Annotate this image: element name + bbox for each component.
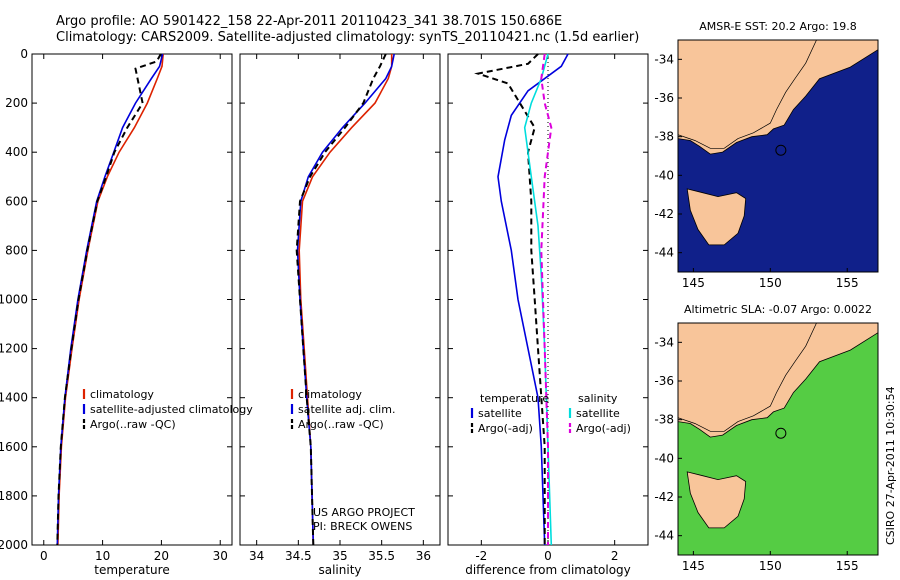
- legend-group-title: salinity: [578, 392, 618, 405]
- y-tick-label: -40: [654, 451, 674, 465]
- credit-project: US ARGO PROJECT: [313, 506, 415, 519]
- legend-label: climatology: [90, 388, 154, 401]
- legend-label: satellite: [576, 407, 620, 420]
- y-tick-label: -34: [654, 335, 674, 349]
- land-mainland: [678, 40, 878, 155]
- y-tick-label: -38: [654, 413, 674, 427]
- map-panel-1: 145 150 155 -34 -36 -38 -40 -42 -44 AMSR-E SST: 2…: [654, 20, 879, 290]
- y-tick-label: 1200: [0, 342, 28, 356]
- plot-frame: [31, 53, 233, 546]
- y-tick-label: 800: [5, 243, 28, 257]
- series-line-salinity-satellite: [523, 53, 553, 546]
- y-tick-label: 600: [5, 194, 28, 208]
- land-mainland: [678, 323, 878, 438]
- series-line-climatology: [57, 53, 164, 546]
- y-tick-label: 1000: [0, 293, 28, 307]
- x-tick-label: 20: [154, 549, 169, 563]
- map-frame: [677, 39, 879, 273]
- legend-label: Argo(-adj): [478, 422, 533, 435]
- legend-label: satellite adj. clim.: [298, 403, 395, 416]
- x-tick-label: 0: [40, 549, 48, 563]
- credit-pi: PI: BRECK OWENS: [313, 520, 412, 533]
- series-line-temperature-satellite: [497, 53, 569, 546]
- x-axis-label: difference from climatology: [465, 563, 631, 577]
- land-tasmania: [686, 188, 747, 246]
- series-line-salinity-argo-adj-: [540, 53, 553, 545]
- map-title: Altimetric SLA: -0.07 Argo: 0.0022: [684, 303, 872, 316]
- y-tick-label: -36: [654, 91, 674, 105]
- plot-frame: [447, 53, 649, 546]
- x-tick-label: 145: [682, 559, 705, 573]
- x-axis-label: temperature: [94, 563, 169, 577]
- x-tick-label: 35: [332, 549, 347, 563]
- y-tick-label: 1400: [0, 391, 28, 405]
- y-tick-label: -42: [654, 490, 674, 504]
- y-tick-label: -34: [654, 52, 674, 66]
- credit-stamp: CSIRO 27-Apr-2011 10:30:54: [884, 386, 897, 545]
- x-tick-label: 10: [95, 549, 110, 563]
- x-tick-label: 150: [759, 276, 782, 290]
- series-line-argo-raw-qc-: [295, 53, 387, 546]
- shelf-contour: [678, 323, 817, 432]
- profile-plot-1: 0 10 20 30 0 200 400 600 800 1000 1200 1400 1600 1800…: [0, 47, 253, 577]
- y-tick-label: -44: [654, 246, 674, 260]
- map-frame: [677, 322, 879, 556]
- x-tick-label: 155: [836, 559, 859, 573]
- x-tick-label: -2: [475, 549, 487, 563]
- argo-location-marker: [775, 427, 787, 439]
- y-tick-label: 1800: [0, 489, 28, 503]
- y-tick-label: -42: [654, 207, 674, 221]
- profile-plot-2: 34 34.5 35 35.5 36 salinity climatology satelli…: [239, 53, 441, 577]
- y-tick-label: 200: [5, 96, 28, 110]
- land-tasmania: [686, 471, 747, 529]
- x-tick-label: 150: [759, 559, 782, 573]
- legend-label: Argo(-adj): [576, 422, 631, 435]
- y-tick-label: -40: [654, 168, 674, 182]
- x-tick-label: 36: [416, 549, 431, 563]
- y-tick-label: 0: [20, 47, 28, 61]
- x-axis-label: salinity: [318, 563, 361, 577]
- y-tick-label: -38: [654, 130, 674, 144]
- header-line-1: Argo profile: AO 5901422_158 22-Apr-2011…: [56, 14, 563, 29]
- y-tick-label: 1600: [0, 440, 28, 454]
- x-tick-label: 145: [682, 276, 705, 290]
- map-panel-2: 145 150 155 -34 -36 -38 -40 -42 -44 Altimetric SL…: [654, 303, 879, 573]
- header-line-2: Climatology: CARS2009. Satellite-adjuste…: [56, 30, 640, 45]
- x-tick-label: 155: [836, 276, 859, 290]
- y-tick-label: -44: [654, 529, 674, 543]
- y-tick-label: -36: [654, 374, 674, 388]
- legend-label: climatology: [298, 388, 362, 401]
- y-tick-label: 400: [5, 145, 28, 159]
- plot-frame: [239, 53, 441, 546]
- series-line-satellite-adjusted-climatology: [56, 53, 164, 546]
- legend-group-title: temperature: [480, 392, 549, 405]
- x-tick-label: 34.5: [285, 549, 312, 563]
- x-tick-label: 0: [544, 549, 552, 563]
- x-tick-label: 35.5: [368, 549, 395, 563]
- x-tick-label: 30: [213, 549, 228, 563]
- x-tick-label: 34: [249, 549, 264, 563]
- shelf-contour: [678, 40, 817, 149]
- legend-label: Argo(..raw -QC): [90, 418, 176, 431]
- series-line-temperature-argo-adj-: [474, 53, 546, 545]
- argo-location-marker: [775, 144, 787, 156]
- y-tick-label: 2000: [0, 538, 28, 552]
- legend-label: satellite: [478, 407, 522, 420]
- legend-label: Argo(..raw -QC): [298, 418, 384, 431]
- map-title: AMSR-E SST: 20.2 Argo: 19.8: [699, 20, 857, 33]
- legend-label: satellite-adjusted climatology: [90, 403, 253, 416]
- x-tick-label: 2: [611, 549, 619, 563]
- series-line-argo-raw-qc-: [56, 53, 162, 546]
